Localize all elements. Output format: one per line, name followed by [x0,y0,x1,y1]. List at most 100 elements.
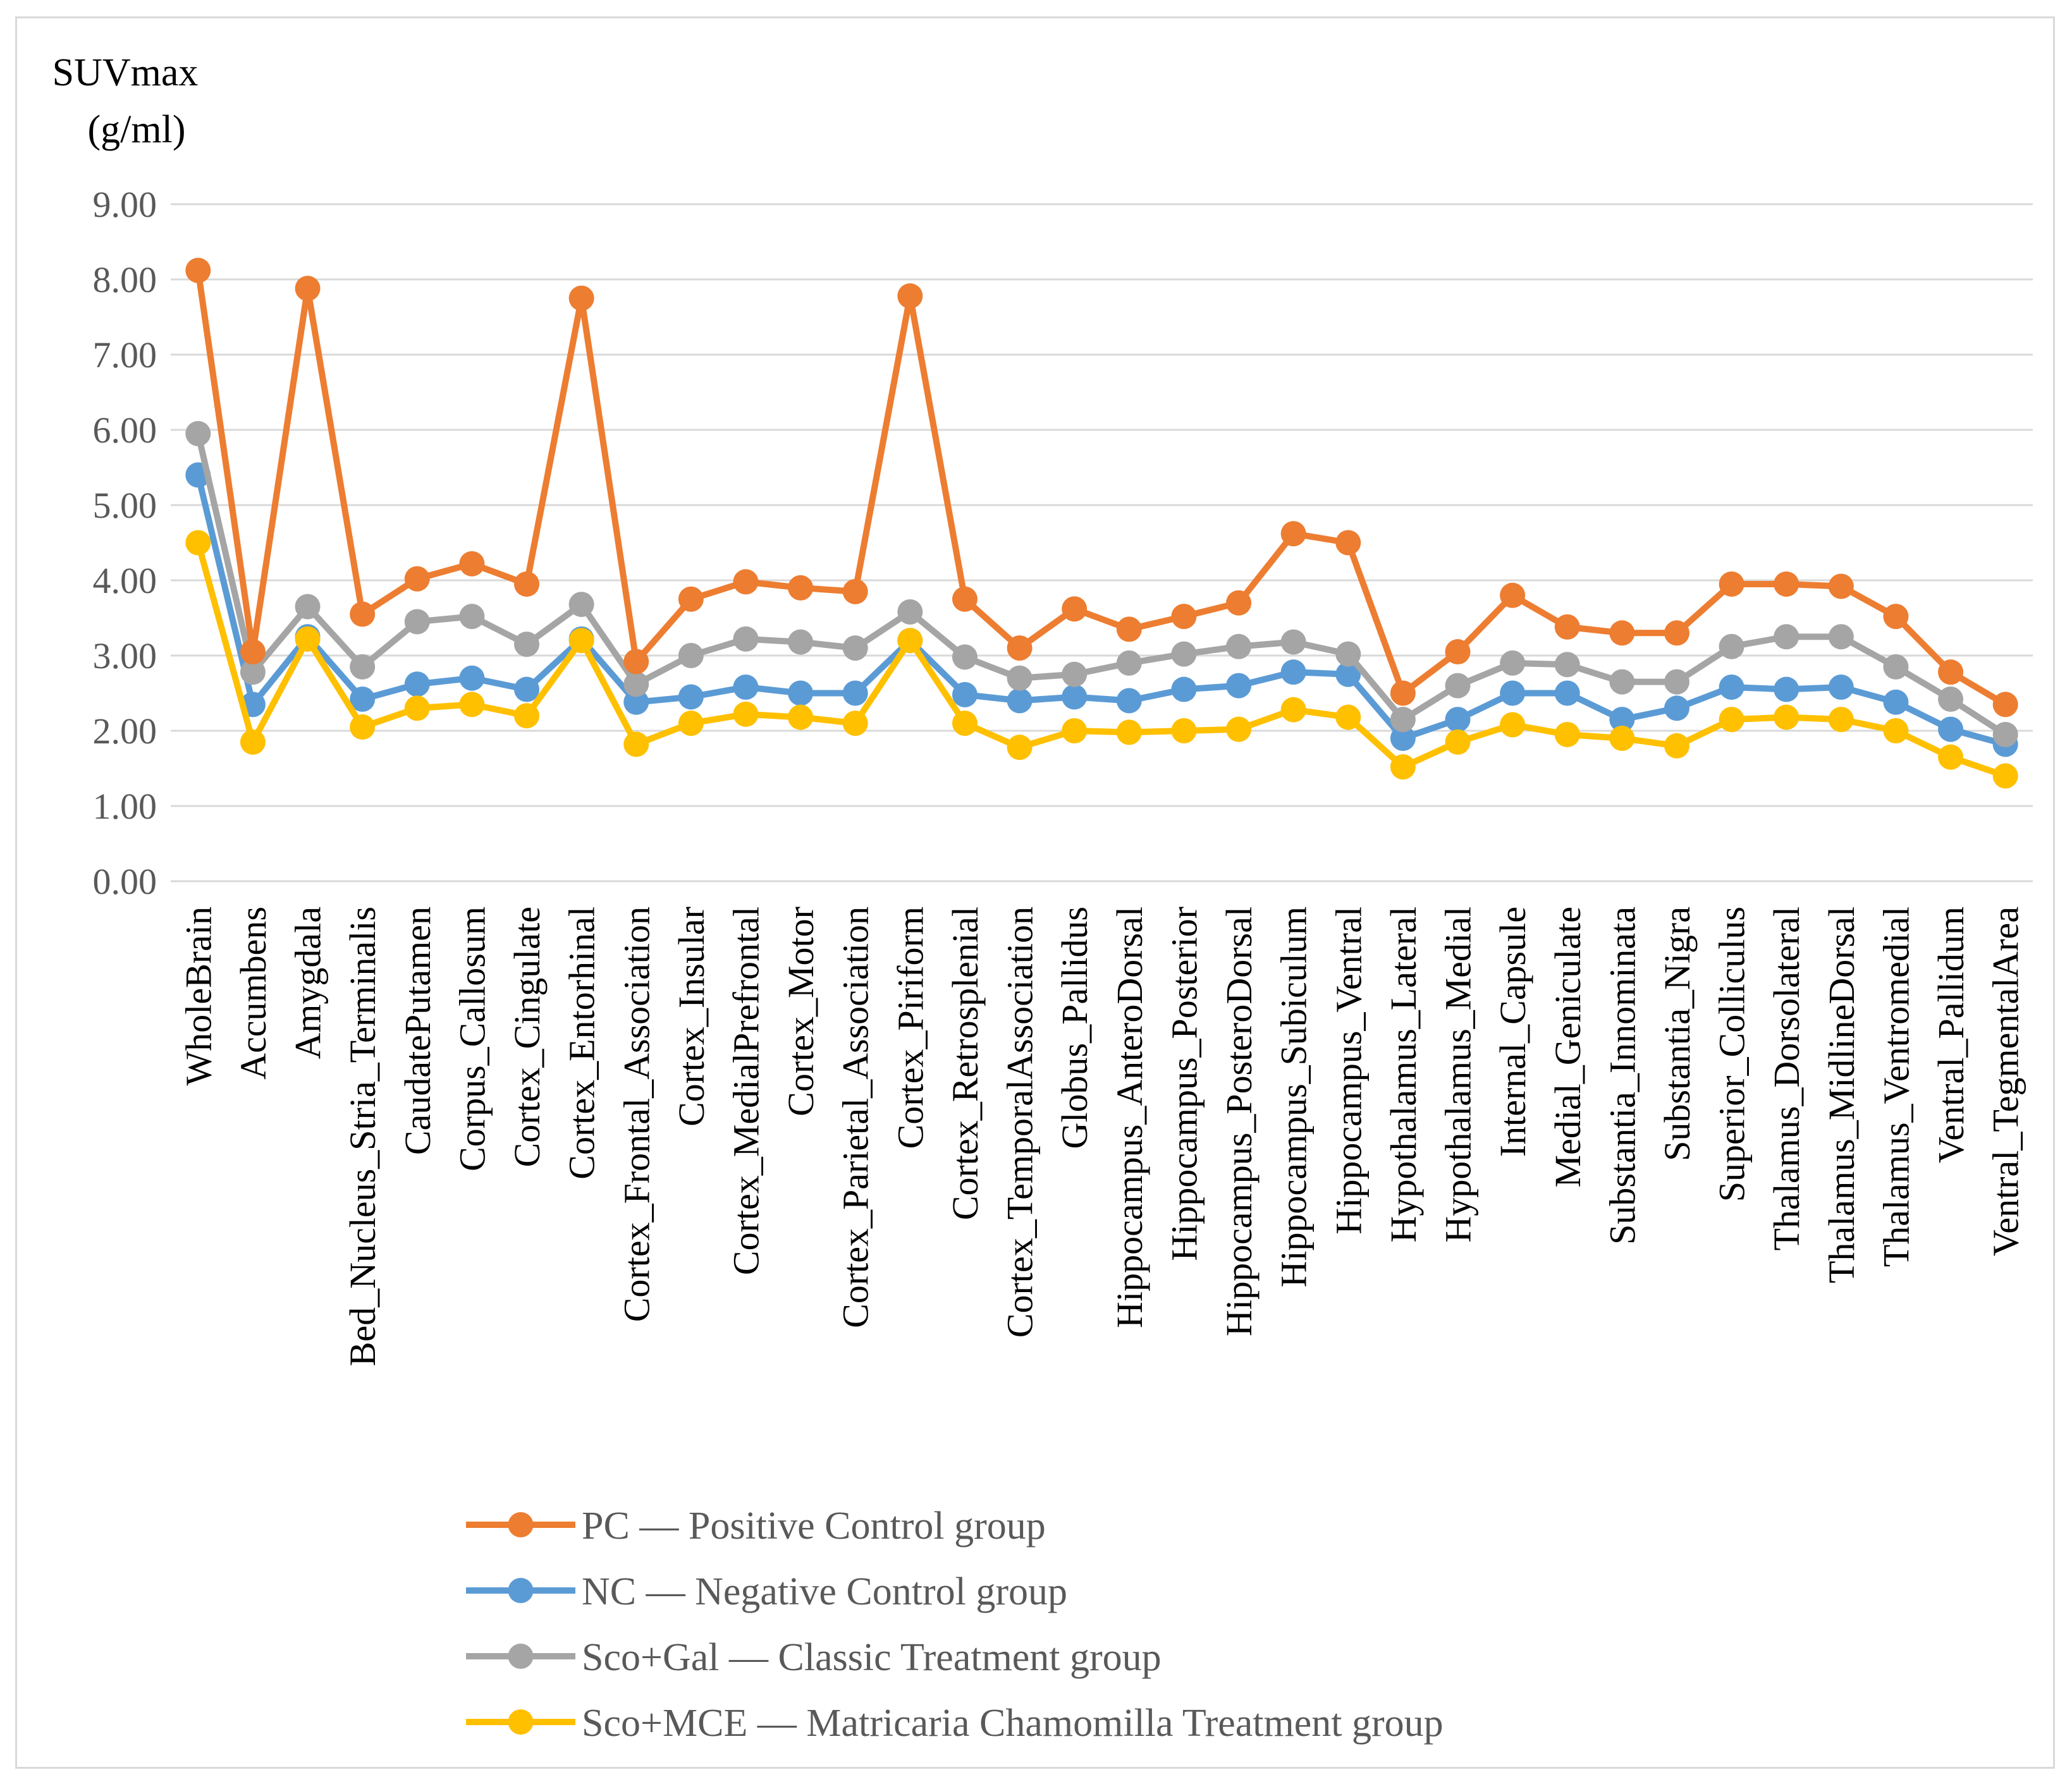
data-point [897,283,923,309]
series-line [195,270,2008,707]
x-tick-label: Globus_Pallidus [1054,907,1095,1149]
legend-label: Sco+MCE — Matricaria Chamomilla Treatmen… [582,1702,1444,1745]
y-tick-label: 0.00 [93,861,157,902]
data-point [623,649,649,675]
data-point [1280,659,1306,685]
data-point [678,643,704,668]
series-lines [185,257,2018,789]
x-tick-label: Cortex_Frontal_Association [616,907,657,1322]
x-tick-label: Corpus_Callosum [451,907,493,1171]
data-point [1664,733,1689,759]
series-0 [185,257,2018,717]
series-line [195,432,2008,738]
data-point [1992,721,2018,747]
y-tick-label: 9.00 [93,184,157,225]
data-point [1992,763,2018,789]
data-point [1116,650,1142,676]
data-point [1171,718,1197,743]
data-point [350,654,376,680]
x-tick-label: Cortex_Piriform [890,907,931,1149]
data-point [1774,676,1799,702]
data-point [1007,665,1033,691]
data-point [514,676,540,702]
x-tick-label: Cortex_Retrosplenial [945,907,986,1220]
data-point [1500,680,1526,706]
data-point [733,626,759,652]
data-point [1390,707,1416,733]
data-point [733,701,759,727]
series-line [195,542,2007,779]
data-point [1007,688,1033,714]
x-tick-label: Cortex_TemporalAssociation [1000,907,1041,1338]
x-tick-label: Cortex_Entorhinal [561,907,603,1180]
legend-marker [508,1644,534,1669]
data-point [1719,571,1744,597]
data-point [1335,530,1361,556]
data-point [1609,707,1635,733]
data-point [1007,635,1033,661]
x-tick-label: Substantia_Nigra [1657,907,1698,1161]
data-point [788,629,814,655]
data-point [1445,729,1471,755]
data-point [1500,650,1526,676]
data-point [1280,521,1306,547]
data-point [295,594,321,620]
y-axis-title-line2: (g/ml) [88,108,186,151]
data-point [185,257,211,283]
x-tick-label: Hypothalamus_Lateral [1383,907,1424,1243]
data-point [1445,707,1471,733]
data-point [350,687,376,712]
x-tick-label: Cortex_Cingulate [506,907,548,1167]
series-3 [185,530,2018,789]
y-tick-label: 6.00 [93,410,157,451]
data-point [459,665,485,691]
legend-label: Sco+Gal — Classic Treatment group [582,1636,1162,1679]
legend-entry: Sco+Gal — Classic Treatment group [466,1636,1162,1679]
data-point [1883,654,1909,680]
x-tick-label: Internal_Capsule [1492,907,1533,1157]
data-point [788,704,814,730]
data-point [1390,725,1416,751]
data-point [1116,688,1142,714]
data-point [1226,590,1252,616]
data-point [1938,659,1964,685]
data-point [1719,633,1744,659]
data-point [1500,712,1526,738]
data-point [1226,633,1252,659]
data-point [952,711,978,736]
data-point [1938,687,1964,712]
legend-label: NC — Negative Control group [582,1570,1067,1613]
data-point [1335,661,1361,687]
x-tick-label: Thalamus_Dorsolateral [1766,907,1807,1250]
data-point [733,674,759,700]
data-point [1007,735,1033,760]
data-point [1445,673,1471,699]
data-point [1609,669,1635,695]
x-tick-label: Amygdala [288,907,329,1059]
y-tick-label: 7.00 [93,334,157,376]
x-tick-label: Hippocampus_PosteroDorsal [1218,907,1260,1336]
data-point [568,285,594,311]
chart-frame [15,16,2055,1769]
data-point [733,569,759,595]
data-point [1554,614,1580,640]
data-point [1280,697,1306,723]
y-axis-title-line1: SUVmax [52,51,199,94]
data-point [295,276,321,302]
series-2 [185,420,2018,747]
data-point [514,703,540,729]
series-line [195,474,2007,748]
axes: 0.00 1.00 2.00 3.00 4.00 5.00 6.00 7.00 8.00 9.00… [52,51,2033,1366]
data-point [185,530,211,556]
x-tick-label: Hippocampus_Subiculum [1273,907,1315,1288]
x-tick-label: Thalamus_Ventromedial [1875,907,1916,1267]
data-point [514,571,540,597]
data-point [1554,652,1580,678]
y-tick-label: 8.00 [93,259,157,300]
data-point [459,551,485,577]
y-tick-label: 2.00 [93,711,157,752]
data-point [1171,676,1197,702]
series-1 [185,462,2018,757]
data-point [240,659,266,685]
data-point [350,714,376,740]
